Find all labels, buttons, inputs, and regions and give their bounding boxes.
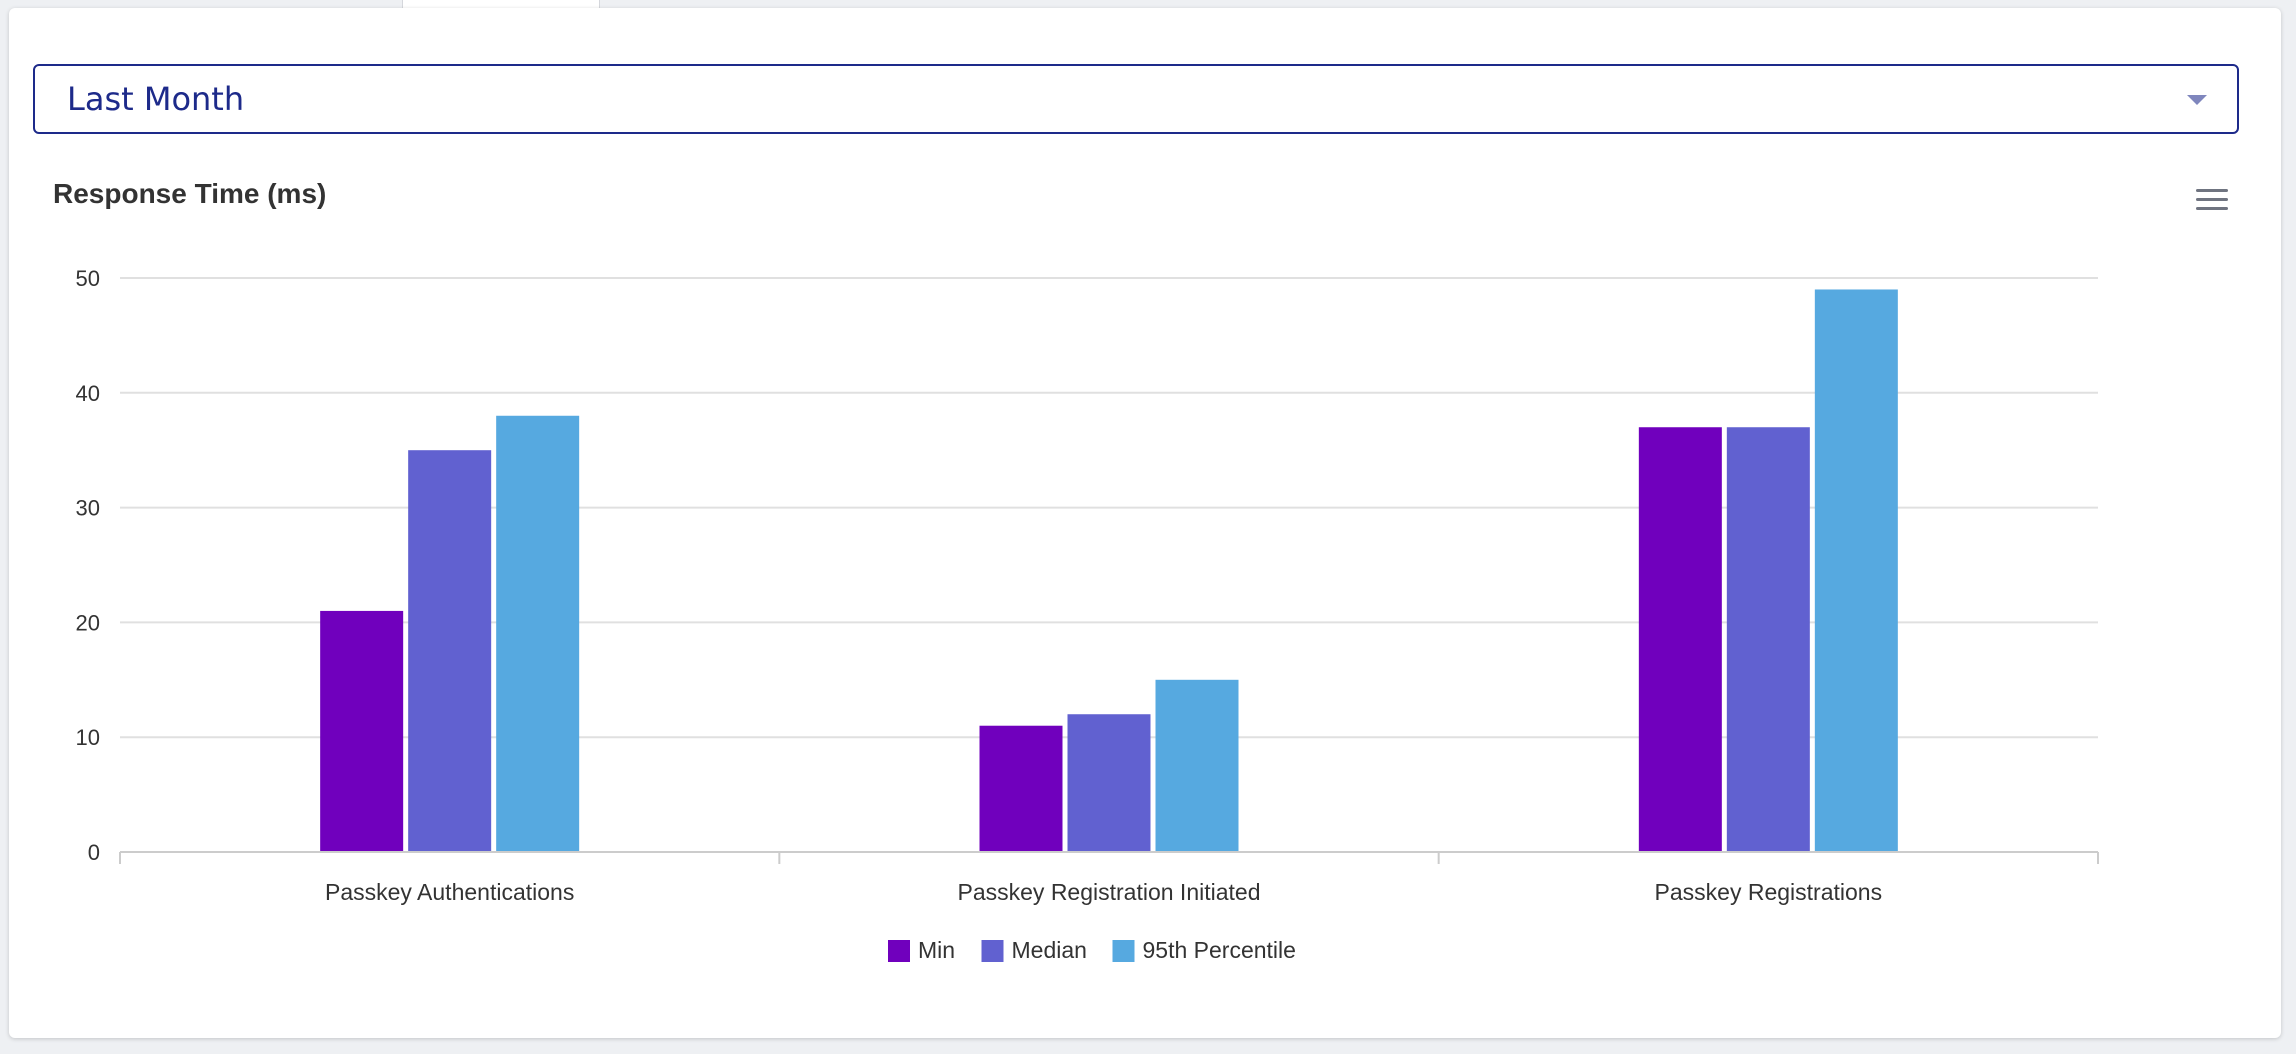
legend-label: 95th Percentile [1143,937,1296,963]
y-tick-label: 0 [88,840,100,865]
legend-label: Median [1012,937,1087,963]
y-tick-label: 40 [76,381,100,406]
bar-median [408,450,492,852]
hamburger-menu-icon[interactable] [2196,185,2232,215]
bar-min [320,610,404,852]
y-axis-ticks: 0 10 20 30 40 50 [76,266,100,865]
time-range-select[interactable]: Last Month [33,64,2239,134]
y-tick-label: 10 [76,725,100,750]
y-tick-label: 30 [76,496,100,521]
legend-label: Min [918,937,955,963]
bars [320,289,1898,853]
legend-swatch [888,940,910,962]
chart-card [9,8,2281,1038]
y-tick-label: 50 [76,266,100,291]
bar-median [1067,714,1151,852]
caret-down-icon [2187,95,2207,105]
chart-title: Response Time (ms) [53,178,327,209]
bar-95th-percentile [496,415,580,852]
x-axis [119,851,2099,864]
legend-swatch [981,940,1004,962]
x-tick-label: Passkey Registration Initiated [958,879,1261,905]
time-range-value: Last Month [67,80,245,118]
x-tick-label: Passkey Authentications [325,879,574,905]
x-axis-labels: Passkey Authentications Passkey Registrat… [325,879,1882,905]
legend-swatch [1112,940,1135,962]
y-tick-label: 20 [76,610,100,635]
bar-min [979,725,1063,852]
x-tick-label: Passkey Registrations [1655,879,1883,905]
legend: Min Median 95th Percentile [888,937,1296,963]
bar-95th-percentile [1155,679,1239,852]
active-tab-edge[interactable] [402,0,600,10]
bar-min [1638,427,1722,852]
bar-95th-percentile [1814,289,1898,853]
bar-median [1726,427,1810,852]
